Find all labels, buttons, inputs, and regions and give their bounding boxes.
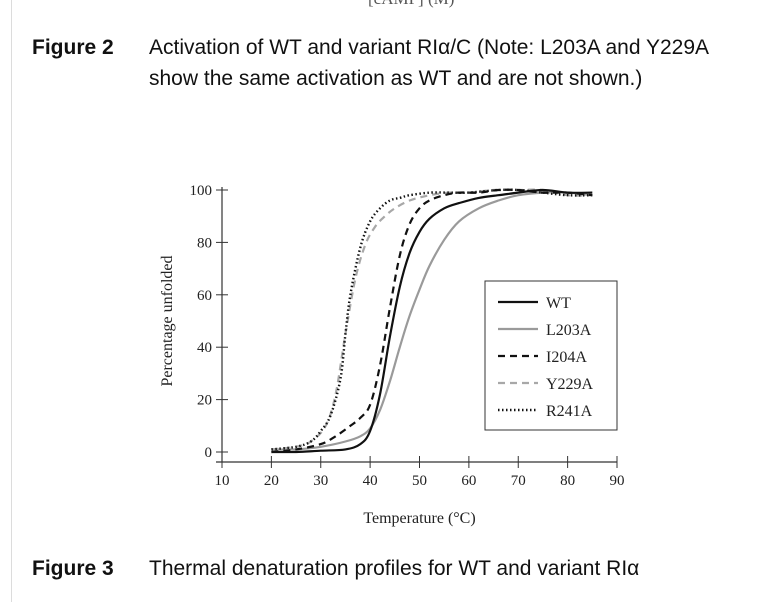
figure-3-text: Thermal denaturation profiles for WT and…	[149, 557, 640, 580]
x-tick-label-60: 60	[461, 473, 476, 489]
top-cut-axis-label: [cAMP] (M)	[368, 0, 454, 9]
x-tick-label-30: 30	[313, 473, 328, 489]
series-line-l203a	[271, 191, 593, 451]
legend-box	[484, 280, 618, 431]
y-tick-label-0: 0	[205, 445, 213, 461]
x-tick-label-90: 90	[610, 473, 625, 489]
y-tick-label-100: 100	[190, 183, 213, 199]
x-tick-label-50: 50	[412, 473, 427, 489]
figure-2-label: Figure 2	[32, 36, 114, 59]
x-tick-label-70: 70	[511, 473, 526, 489]
legend-label-i204a: I204A	[546, 349, 587, 366]
y-tick-label-20: 20	[197, 393, 212, 409]
figure-3-label: Figure 3	[32, 557, 114, 580]
x-tick-label-80: 80	[560, 473, 575, 489]
x-axis-label: Temperature (°C)	[363, 510, 475, 527]
y-tick-label-60: 60	[197, 288, 212, 304]
series-line-r241a	[271, 188, 593, 451]
y-tick-label-80: 80	[197, 235, 212, 251]
y-tick-label-40: 40	[197, 340, 212, 356]
legend-label-l203a: L203A	[546, 322, 592, 339]
x-tick-label-10: 10	[215, 473, 230, 489]
figure-2-text: Activation of WT and variant RIα/C (Note…	[149, 36, 708, 90]
series-line-i204a	[271, 188, 593, 454]
legend-label-r241a: R241A	[546, 403, 593, 420]
left-border-line	[11, 0, 12, 602]
series-line-wt	[271, 188, 593, 454]
y-axis-label: Percentage unfolded	[159, 255, 176, 386]
x-tick-label-20: 20	[264, 473, 279, 489]
x-tick-label-40: 40	[363, 473, 378, 489]
legend-label-y229a: Y229A	[546, 376, 594, 393]
legend-label-wt: WT	[546, 295, 571, 312]
